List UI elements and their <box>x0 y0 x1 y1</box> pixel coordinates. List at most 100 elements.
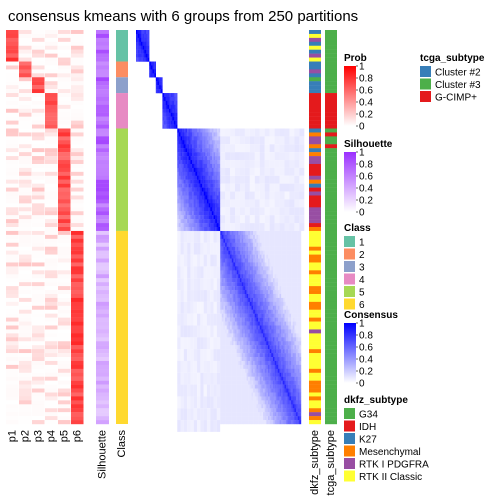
consensus-cell <box>239 266 242 271</box>
consensus-cell <box>192 187 194 192</box>
silhouette-cell <box>96 195 109 200</box>
consensus-cell <box>259 191 265 200</box>
prob-cell <box>58 112 71 117</box>
consensus-cell <box>202 219 204 224</box>
consensus-cell <box>243 349 246 354</box>
consensus-cell <box>277 388 280 393</box>
consensus-cell <box>206 163 209 169</box>
consensus-cell <box>294 341 297 346</box>
consensus-cell <box>185 223 188 228</box>
consensus-cell <box>264 262 267 267</box>
consensus-cell <box>299 183 305 192</box>
consensus-cell <box>183 313 188 326</box>
consensus-cell <box>213 408 217 421</box>
prob-cell <box>45 227 58 232</box>
consensus-cell <box>258 266 260 271</box>
consensus-cell <box>294 286 297 291</box>
consensus-cell <box>164 100 166 106</box>
consensus-cell <box>244 305 247 310</box>
prob-cell <box>6 290 19 295</box>
consensus-cell <box>274 234 277 240</box>
consensus-cell <box>259 286 262 291</box>
consensus-cell <box>228 408 231 413</box>
consensus-cell <box>185 227 188 232</box>
consensus-cell <box>188 167 191 173</box>
consensus-cell <box>289 254 292 259</box>
consensus-cell <box>284 309 287 314</box>
consensus-cell <box>292 313 295 318</box>
consensus-cell <box>243 262 246 267</box>
consensus-cell <box>239 199 245 208</box>
consensus-cell <box>236 309 239 314</box>
consensus-cell <box>289 353 292 358</box>
consensus-cell <box>277 325 280 330</box>
prob-cell <box>19 329 32 334</box>
consensus-cell <box>264 297 267 303</box>
consensus-cell <box>253 286 255 291</box>
consensus-cell <box>200 266 204 279</box>
consensus-cell <box>264 144 270 153</box>
consensus-cell <box>213 207 216 212</box>
consensus-cell <box>220 183 226 192</box>
silhouette-cell <box>96 136 109 141</box>
prob-cell <box>58 329 71 334</box>
consensus-cell <box>248 412 251 417</box>
prob-cell <box>45 400 58 405</box>
prob-cell <box>71 297 84 303</box>
consensus-cell <box>271 325 274 330</box>
consensus-cell <box>230 408 232 413</box>
consensus-cell <box>287 230 290 236</box>
consensus-cell <box>284 270 287 275</box>
consensus-cell <box>210 175 213 180</box>
consensus-cell <box>264 309 267 314</box>
consensus-cell <box>286 333 288 338</box>
consensus-cell <box>266 420 269 425</box>
consensus-cell <box>220 207 226 216</box>
consensus-cell <box>261 337 264 342</box>
consensus-cell <box>206 349 211 361</box>
consensus-cell <box>202 227 204 232</box>
consensus-cell <box>226 286 229 291</box>
consensus-cell <box>164 108 166 113</box>
consensus-cell <box>241 392 244 397</box>
consensus-cell <box>233 317 236 322</box>
consensus-cell <box>264 368 267 373</box>
consensus-cell <box>211 203 214 208</box>
prob-cell <box>19 163 32 169</box>
prob-cell <box>19 345 32 350</box>
consensus-cell <box>215 195 218 200</box>
consensus-cell <box>215 152 218 157</box>
consensus-cell <box>243 282 246 287</box>
consensus-cell <box>239 242 242 247</box>
consensus-cell <box>180 152 183 157</box>
consensus-cell <box>254 357 257 362</box>
consensus-cell <box>223 360 226 366</box>
consensus-cell <box>180 203 183 208</box>
consensus-cell <box>236 408 239 413</box>
consensus-cell <box>296 420 298 425</box>
consensus-cell <box>197 163 199 169</box>
prob-cell <box>58 152 71 157</box>
consensus-cell <box>276 258 279 263</box>
consensus-cell <box>291 380 293 385</box>
consensus-cell <box>216 203 219 208</box>
consensus-cell <box>297 309 300 314</box>
consensus-cell <box>169 112 171 117</box>
consensus-cell <box>231 286 234 291</box>
consensus-cell <box>238 305 241 310</box>
consensus-cell <box>225 274 227 279</box>
consensus-cell <box>230 293 232 299</box>
prob-cell <box>6 270 19 275</box>
consensus-cell <box>220 408 222 413</box>
silhouette-cell <box>96 215 109 220</box>
prob-cell <box>6 65 19 70</box>
consensus-cell <box>183 219 186 224</box>
consensus-cell <box>223 286 226 291</box>
consensus-cell <box>230 337 232 342</box>
consensus-cell <box>226 262 229 267</box>
prob-cell <box>45 45 58 50</box>
silhouette-cell <box>96 309 109 314</box>
consensus-cell <box>266 376 269 381</box>
consensus-cell <box>297 325 300 330</box>
consensus-cell <box>225 128 231 137</box>
